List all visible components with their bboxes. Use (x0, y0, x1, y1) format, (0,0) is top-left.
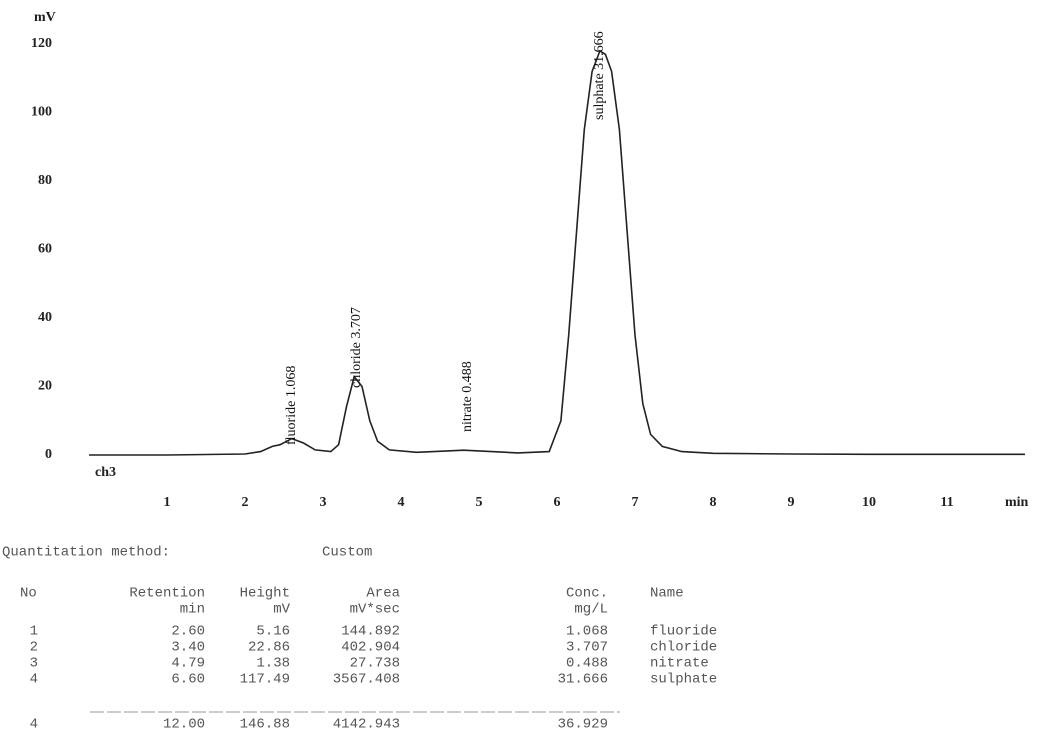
table-cell: 1.068 (566, 624, 608, 640)
table-total: 36.929 (558, 717, 608, 733)
x-tick-label: 2 (242, 495, 249, 510)
table-cell: 2.60 (171, 624, 205, 640)
table-total: 4 (30, 717, 38, 733)
table-method: Custom (322, 545, 372, 561)
table-cell: 2 (30, 640, 38, 656)
table-unit: min (180, 602, 205, 618)
y-tick-label: 40 (38, 310, 52, 325)
table-header: Conc. (566, 586, 608, 602)
table-total: 4142.943 (333, 717, 400, 733)
table-cell: 22.86 (248, 640, 290, 656)
peak-label: sulphate 31.666 (592, 31, 607, 120)
y-tick-label: 60 (38, 242, 52, 257)
table-cell: nitrate (650, 656, 709, 672)
y-tick-label: 20 (38, 379, 52, 394)
table-header: No (20, 586, 37, 602)
table-total: 146.88 (240, 717, 290, 733)
channel-label: ch3 (95, 465, 116, 480)
table-cell: 3.707 (566, 640, 608, 656)
y-tick-label: 100 (31, 105, 52, 120)
x-tick-label: 5 (476, 495, 483, 510)
table-header: Height (240, 586, 290, 602)
x-tick-label: 8 (710, 495, 717, 510)
table-header: Name (650, 586, 684, 602)
table-cell: 3567.408 (333, 672, 400, 688)
table-cell: 3 (30, 656, 38, 672)
x-tick-label: 6 (554, 495, 561, 510)
x-axis-label: min (1005, 495, 1029, 510)
x-tick-label: 7 (632, 495, 639, 510)
table-cell: 1 (30, 624, 38, 640)
table-unit: mV*sec (350, 602, 400, 618)
table-cell: 3.40 (171, 640, 205, 656)
y-tick-label: 120 (31, 36, 52, 51)
y-tick-label: 0 (45, 447, 52, 462)
signal-trace (89, 49, 1025, 456)
table-unit: mg/L (574, 602, 608, 618)
table-cell: sulphate (650, 672, 717, 688)
table-cell: 31.666 (558, 672, 608, 688)
x-tick-label: 9 (788, 495, 795, 510)
table-cell: chloride (650, 640, 717, 656)
table-cell: 1.38 (256, 656, 290, 672)
peak-label: chloride 3.707 (349, 307, 364, 388)
x-tick-label: 11 (940, 495, 953, 510)
x-tick-label: 1 (164, 495, 171, 510)
x-tick-label: 4 (398, 495, 405, 510)
table-cell: 0.488 (566, 656, 608, 672)
table-header: Retention (129, 586, 205, 602)
x-tick-label: 10 (862, 495, 876, 510)
table-cell: 5.16 (256, 624, 290, 640)
table-title: Quantitation method: (2, 545, 170, 561)
peak-label: nitrate 0.488 (460, 361, 475, 432)
y-tick-label: 80 (38, 173, 52, 188)
table-total: 12.00 (163, 717, 205, 733)
table-cell: 4.79 (171, 656, 205, 672)
table-cell: 402.904 (341, 640, 400, 656)
table-cell: 27.738 (350, 656, 400, 672)
y-axis-label: mV (34, 10, 56, 25)
x-tick-label: 3 (320, 495, 327, 510)
table-header: Area (366, 586, 400, 602)
table-unit: mV (273, 602, 290, 618)
table-cell: 144.892 (341, 624, 400, 640)
table-cell: 117.49 (240, 672, 290, 688)
table-cell: 6.60 (171, 672, 205, 688)
peak-label: fluoride 1.068 (284, 366, 299, 445)
table-cell: fluoride (650, 624, 717, 640)
table-cell: 4 (30, 672, 38, 688)
